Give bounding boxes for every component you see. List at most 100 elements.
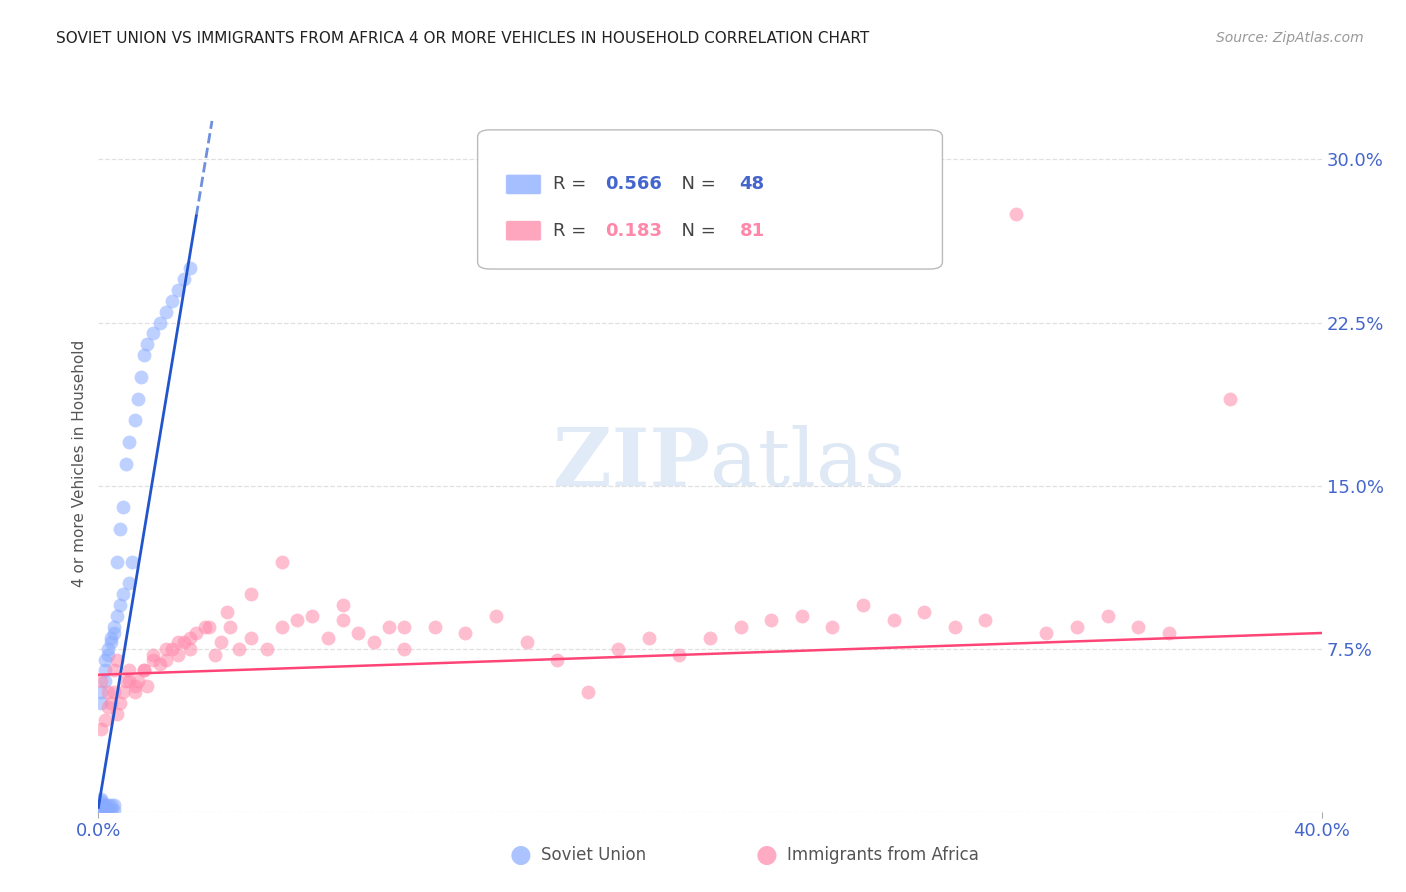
Point xyxy=(115,674,138,689)
Point xyxy=(103,626,125,640)
Point xyxy=(1157,626,1180,640)
Point xyxy=(1004,207,1026,221)
Point xyxy=(194,620,217,634)
Text: R =: R = xyxy=(554,176,592,194)
Text: N =: N = xyxy=(669,176,721,194)
Point xyxy=(454,626,477,640)
Point xyxy=(149,657,172,671)
Point xyxy=(118,664,141,678)
Point xyxy=(668,648,690,662)
Point xyxy=(124,679,146,693)
Point xyxy=(699,631,721,645)
Point xyxy=(93,803,115,817)
Point xyxy=(90,674,112,689)
Point xyxy=(97,685,120,699)
Point xyxy=(179,631,201,645)
Point xyxy=(167,283,190,297)
Point xyxy=(118,674,141,689)
Point xyxy=(256,641,278,656)
Point xyxy=(93,800,115,814)
Point xyxy=(136,337,159,351)
Point xyxy=(111,685,134,699)
Point xyxy=(160,641,183,656)
Point xyxy=(127,674,149,689)
Point xyxy=(943,620,966,634)
Point xyxy=(516,635,538,649)
Point xyxy=(90,803,112,817)
Point xyxy=(485,609,508,624)
Text: N =: N = xyxy=(669,222,721,240)
Text: atlas: atlas xyxy=(710,425,905,503)
Point xyxy=(118,435,141,450)
Point xyxy=(134,664,156,678)
Point xyxy=(332,598,354,612)
Point xyxy=(105,555,128,569)
Point xyxy=(974,614,997,628)
Point xyxy=(149,316,172,330)
Point xyxy=(97,641,120,656)
Point xyxy=(97,798,120,813)
Point xyxy=(173,635,195,649)
Point xyxy=(93,798,115,813)
Point xyxy=(105,706,128,721)
Point xyxy=(93,664,115,678)
Point xyxy=(124,413,146,427)
Point xyxy=(378,620,401,634)
Point xyxy=(136,679,159,693)
Point xyxy=(115,457,138,471)
Text: ZIP: ZIP xyxy=(553,425,710,503)
Point xyxy=(134,664,156,678)
Point xyxy=(285,614,308,628)
Point xyxy=(423,620,446,634)
Point xyxy=(392,620,416,634)
Point xyxy=(108,598,131,612)
Point xyxy=(240,631,263,645)
Point xyxy=(90,796,112,810)
Point xyxy=(100,798,122,813)
Point xyxy=(100,631,122,645)
Point xyxy=(93,714,115,728)
Point xyxy=(1066,620,1088,634)
Point xyxy=(316,631,339,645)
FancyBboxPatch shape xyxy=(506,174,541,194)
Point xyxy=(883,614,905,628)
Point xyxy=(392,641,416,656)
Point xyxy=(301,609,323,624)
Point xyxy=(637,631,661,645)
Text: Soviet Union: Soviet Union xyxy=(541,846,647,863)
Point xyxy=(173,272,195,286)
Point xyxy=(363,635,385,649)
Point xyxy=(167,635,190,649)
Y-axis label: 4 or more Vehicles in Household: 4 or more Vehicles in Household xyxy=(72,340,87,588)
Point xyxy=(1219,392,1241,406)
Point xyxy=(100,635,122,649)
Text: R =: R = xyxy=(554,222,592,240)
Point xyxy=(332,614,354,628)
Point xyxy=(90,794,112,808)
Point xyxy=(730,620,752,634)
Point xyxy=(576,685,599,699)
Point xyxy=(167,648,190,662)
Point xyxy=(228,641,250,656)
Point xyxy=(160,293,183,308)
Point xyxy=(108,522,131,536)
Point xyxy=(155,652,177,666)
Point xyxy=(1035,626,1057,640)
Point xyxy=(118,576,141,591)
Point xyxy=(204,648,226,662)
Point xyxy=(142,326,165,341)
Point xyxy=(155,641,177,656)
Point xyxy=(129,369,152,384)
Point xyxy=(121,555,143,569)
Point xyxy=(347,626,370,640)
Point xyxy=(97,803,120,817)
FancyBboxPatch shape xyxy=(478,130,942,269)
Point xyxy=(105,609,128,624)
Point xyxy=(821,620,844,634)
Point xyxy=(197,620,219,634)
Text: Source: ZipAtlas.com: Source: ZipAtlas.com xyxy=(1216,31,1364,45)
Point xyxy=(215,605,238,619)
Point xyxy=(90,685,112,699)
Point xyxy=(103,664,125,678)
Text: 0.566: 0.566 xyxy=(605,176,662,194)
